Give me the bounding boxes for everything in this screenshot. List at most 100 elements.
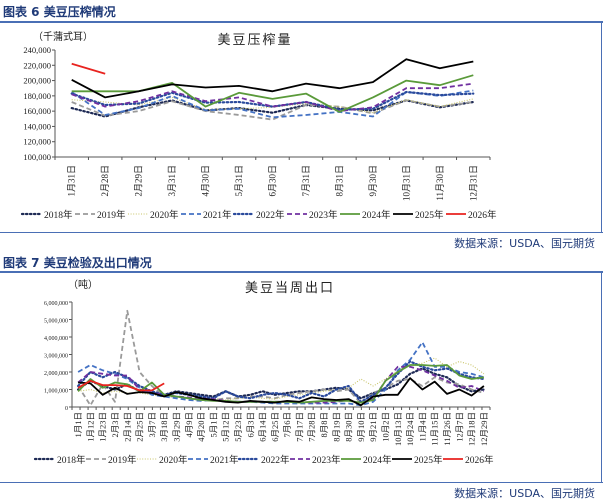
x-tick-label: 2月29日 [134,165,144,197]
frame-line [601,271,602,483]
export-chart: 美豆当周出口 （吨） 0 1,000,000 2,000,000 3,000,000 4,0… [33,278,494,466]
x-tick-label: 10月13日 [393,412,403,446]
x-tick-label: 7月28日 [307,412,317,442]
x-tick-label: 8月30日 [344,412,354,442]
series-line-2019 [77,309,485,407]
legend-label: 2025年 [415,209,444,221]
x-tick-label: 9月30日 [368,165,378,197]
y-tick-label: 180,000 [23,91,51,101]
x-tick-label: 6月14日 [258,412,268,442]
x-tick-label: 9月10日 [356,412,366,442]
x-tick-label: 10月2日 [381,412,391,442]
x-tick-label: 3月31日 [167,165,177,197]
x-tick-label: 5月1日 [208,412,218,438]
y-tick-label: 200,000 [23,76,51,86]
x-tick-label: 3月7日 [147,412,157,438]
x-tick-label: 2月3日 [110,412,120,438]
y-tick-label: 3,000,000 [44,354,68,360]
x-tick-label: 11月15日 [430,412,440,446]
legend-label: 2021年 [210,454,239,466]
series-line-2021 [77,341,485,407]
x-tick-label: 8月19日 [331,412,341,442]
legend-label: 2020年 [159,454,188,466]
x-tick-label: 7月31日 [301,165,311,197]
legend-label: 2018年 [57,454,86,466]
divider [0,482,603,483]
figure-6-title: 图表 6 美豆压榨情况 [3,5,116,19]
x-tick-label: 2月25日 [135,412,145,442]
x-tick-label: 6月25日 [270,412,280,442]
y-tick-label: 240,000 [23,45,51,55]
legend-label: 2021年 [203,209,232,221]
divider [0,271,603,273]
y-tick-label: 160,000 [23,106,51,116]
y-unit-label: （吨） [68,278,98,291]
x-tick-label: 12月31日 [468,165,478,201]
x-tick-label: 12月18日 [467,412,477,446]
legend-label: 2024年 [363,454,392,466]
x-tick-label: 5月23日 [233,412,243,442]
series-line-2020 [71,96,474,114]
figure-7-title: 图表 7 美豆检验及出口情况 [3,256,152,270]
chart-title: 美豆当周出口 [245,280,335,295]
x-tick-label: 11月30日 [435,165,445,201]
series-line-2018 [70,99,475,118]
legend-label: 2023年 [312,454,341,466]
y-tick-label: 100,000 [23,152,51,162]
legend-label: 2023年 [309,209,338,221]
crush-chart: 美豆压榨量 （千蒲式耳） 100,000 120,000 140,000 160,000 1… [20,30,497,221]
legend-label: 2024年 [362,209,391,221]
series-line-2019 [71,99,474,121]
series-line-2024 [77,364,485,404]
figure-6-source: 数据来源：USDA、国元期货 [454,237,595,250]
x-tick-label: 6月3日 [245,412,255,438]
chart-title: 美豆压榨量 [217,32,292,47]
divider [0,21,603,23]
x-tick-label: 4月9日 [184,412,194,438]
legend-label: 2025年 [414,454,443,466]
legend-label: 2022年 [261,454,290,466]
x-tick-label: 8月31日 [334,165,344,197]
y-unit-label: （千蒲式耳） [33,30,93,43]
x-tick-label: 1月23日 [98,412,108,442]
y-tick-label: 4,000,000 [44,336,68,342]
x-tick-label: 3月18日 [159,412,169,442]
y-tick-label: 220,000 [23,60,51,70]
y-tick-label: 140,000 [23,121,51,131]
y-tick-label: 0 [65,406,68,412]
figure-7-source: 数据来源：USDA、国元期货 [454,487,595,500]
x-tick-label: 11月4日 [417,412,427,441]
x-tick-label: 9月21日 [368,412,378,442]
x-tick-label: 2月14日 [122,412,132,442]
x-tick-label: 12月29日 [479,412,489,446]
series-line-2023 [71,82,474,112]
series-line-2021 [71,89,474,119]
series-line-2026 [71,62,106,75]
y-tick-label: 120,000 [23,137,51,147]
y-tick-label: 1,000,000 [44,389,68,395]
x-tick-label: 1月1日 [73,412,83,438]
legend-label: 2019年 [108,454,137,466]
legend-label: 2026年 [465,454,494,466]
divider [0,232,603,233]
x-tick-label: 7月6日 [282,412,292,438]
x-tick-label: 12月7日 [454,412,464,442]
x-tick-label: 5月12日 [221,412,231,442]
x-tick-label: 10月24日 [405,412,415,446]
x-tick-label: 4月20日 [196,412,206,442]
legend-label: 2026年 [468,209,497,221]
x-tick-label: 7月17日 [294,412,304,442]
legend-label: 2020年 [150,209,179,221]
series-line-2025 [71,58,474,99]
y-tick-label: 5,000,000 [44,319,68,325]
legend-label: 2018年 [44,209,73,221]
legend-label: 2022年 [256,209,285,221]
x-tick-label: 4月30日 [201,165,211,197]
x-tick-label: 6月30日 [268,165,278,197]
x-tick-label: 10月31日 [401,165,411,201]
x-tick-label: 11月26日 [442,412,452,446]
x-tick-label: 8月8日 [319,412,329,438]
y-tick-label: 6,000,000 [44,301,68,307]
x-tick-label: 2月28日 [100,165,110,197]
